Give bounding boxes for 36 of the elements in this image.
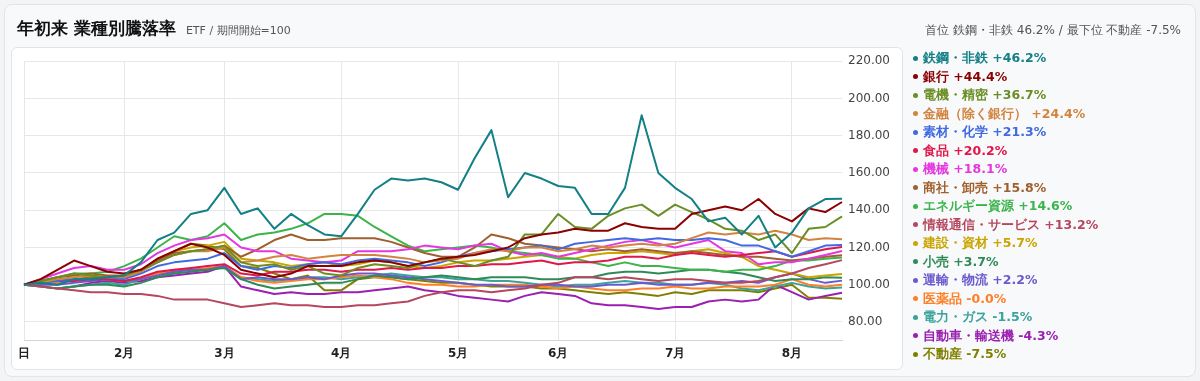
text: 首位 鉄鋼・非鉄 46.2% / 最下位 不動産 -7.5% xyxy=(925,22,1181,39)
legend-label: 金融（除く銀行） +24.4% xyxy=(923,104,1086,123)
x-tick-label: 5月 xyxy=(447,345,469,360)
legend-label: 医薬品 -0.0% xyxy=(923,289,1007,308)
x-tick-label: 4月 xyxy=(331,345,352,360)
x-tick-label: 8月 xyxy=(781,345,803,360)
x-tick-label: 6月 xyxy=(548,345,569,360)
y-tick-label: 80.00 xyxy=(848,314,883,329)
y-tick-label: 100.00 xyxy=(848,276,891,291)
y-tick-label: 140.00 xyxy=(848,202,891,217)
y-tick-label: 180.00 xyxy=(848,127,891,142)
chart-title: 年初来 業種別騰落率 xyxy=(17,17,176,40)
y-tick-label: 160.00 xyxy=(848,165,891,180)
y-tick-label: 120.00 xyxy=(848,239,891,254)
legend-label: エネルギー資源 +14.6% xyxy=(923,197,1073,215)
legend-label: 鉄鋼・非鉄 +46.2% xyxy=(923,49,1047,67)
legend-label: 銀行 +44.4% xyxy=(923,67,1008,86)
x-tick-label: 日 xyxy=(18,345,30,360)
legend-label: 建設・資材 +5.7% xyxy=(923,234,1038,252)
y-tick-label: 220.00 xyxy=(848,53,891,68)
legend-label: 運輸・物流 +2.2% xyxy=(923,271,1038,289)
legend-label: 機械 +18.1% xyxy=(923,160,1008,178)
legend-label: 食品 +20.2% xyxy=(923,141,1008,160)
y-tick-label: 200.00 xyxy=(848,90,891,105)
x-tick-label: 3月 xyxy=(214,345,235,360)
legend-label: 小売 +3.7% xyxy=(923,252,999,271)
legend-label: 素材・化学 +21.3% xyxy=(923,123,1047,141)
legend-label: 電力・ガス -1.5% xyxy=(923,308,1033,326)
legend-label: 不動産 -7.5% xyxy=(923,345,1007,363)
chart-subtitle: ETF / 期間開始=100 xyxy=(185,23,291,38)
x-tick-label: 7月 xyxy=(664,345,686,360)
x-tick-label: 2月 xyxy=(113,345,135,360)
legend-label: 商社・卸売 +15.8% xyxy=(923,178,1047,197)
legend-label: 情報通信・サービス +13.2% xyxy=(923,215,1099,234)
legend-label: 電機・精密 +36.7% xyxy=(923,86,1047,104)
legend-label: 自動車・輸送機 -4.3% xyxy=(923,326,1059,345)
